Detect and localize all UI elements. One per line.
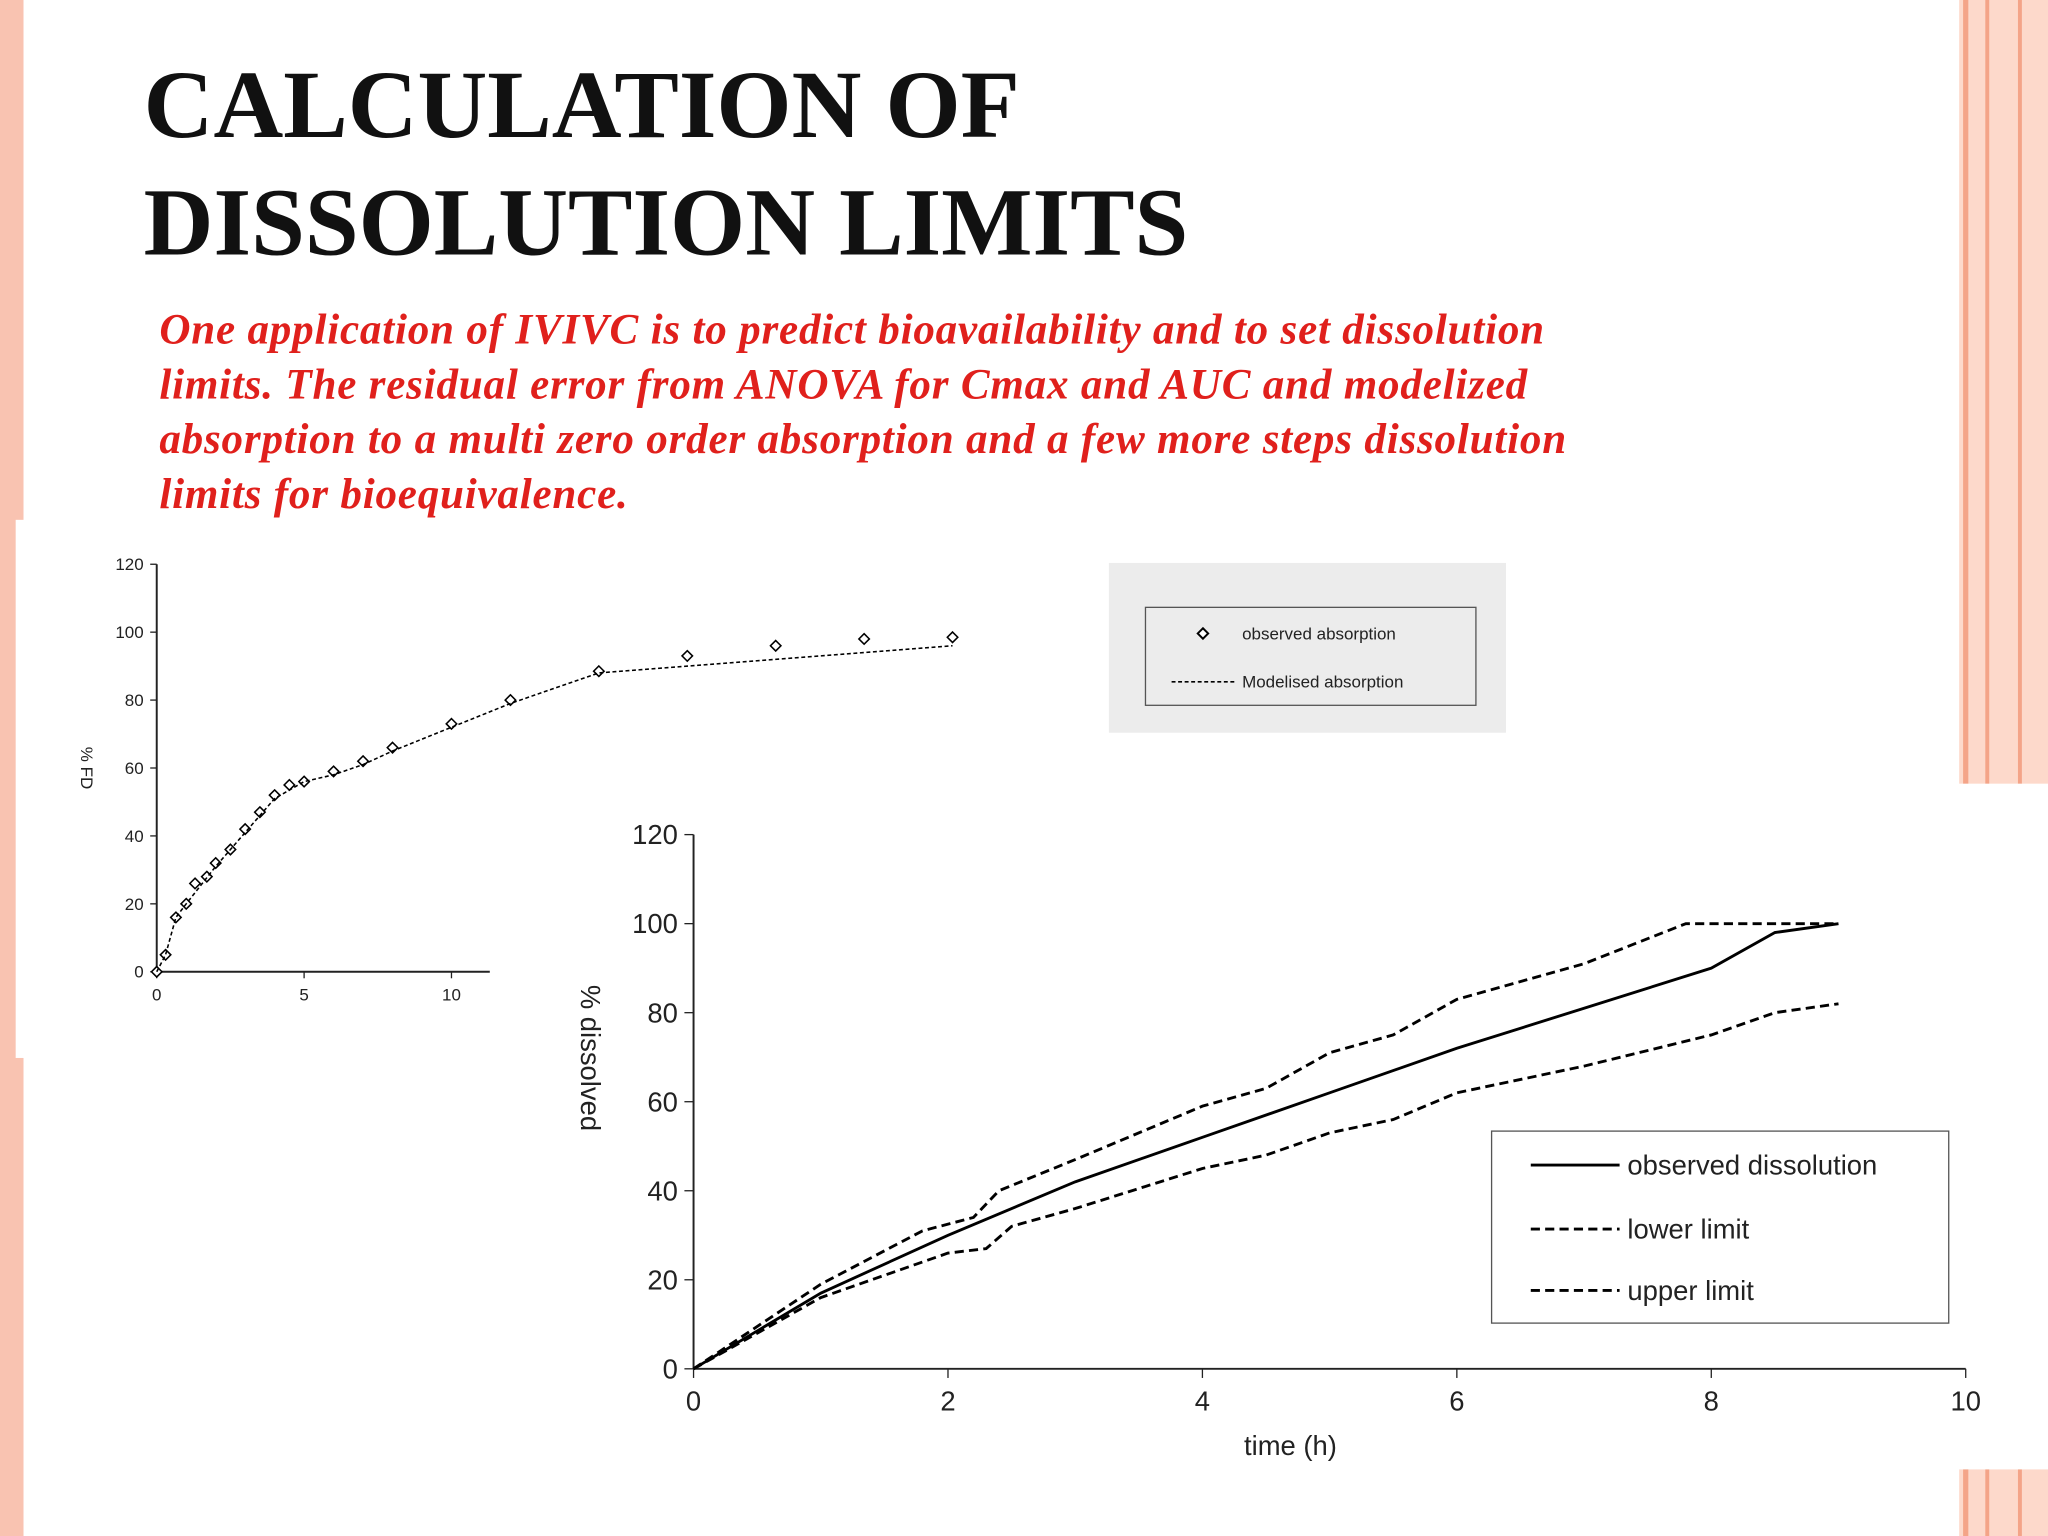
- data-point: [445, 717, 458, 731]
- legend-marker: [1196, 626, 1210, 641]
- data-point: [159, 948, 172, 962]
- y-tick-label: 40: [125, 827, 144, 846]
- x-axis-label: time (h): [1244, 1430, 1337, 1461]
- data-point: [209, 856, 223, 870]
- legend-bg: [1108, 562, 1506, 733]
- x-tick-label: 10: [442, 985, 461, 1004]
- legend-box: [1144, 606, 1477, 706]
- data-point: [769, 639, 783, 653]
- left-stripe: [0, 0, 24, 1536]
- right-stripe: [2017, 0, 2022, 1536]
- y-tick-label: 40: [647, 1175, 677, 1206]
- chart-bg: [548, 783, 2048, 1470]
- data-point: [327, 765, 340, 778]
- x-tick-label: 0: [686, 1386, 701, 1417]
- y-tick-label: 120: [115, 555, 143, 574]
- right-stripe: [1985, 0, 1990, 1536]
- data-point: [268, 788, 281, 802]
- y-tick-label: 120: [632, 819, 678, 850]
- series-line: [156, 644, 953, 973]
- x-tick-label: 8: [1704, 1386, 1719, 1417]
- legend-label: lower limit: [1627, 1214, 1749, 1245]
- x-tick-label: 2: [940, 1386, 955, 1417]
- x-tick-label: 0: [152, 985, 161, 1004]
- y-tick-label: 100: [632, 908, 678, 939]
- body-text: absorption to a multi zero order absorpt…: [159, 416, 1567, 463]
- x-tick-label: 5: [299, 985, 308, 1004]
- title: DISSOLUTION LIMITS: [144, 169, 1189, 276]
- legend-label: upper limit: [1627, 1275, 1754, 1306]
- data-point: [356, 754, 370, 768]
- y-tick-label: 80: [647, 997, 677, 1028]
- y-tick-label: 100: [115, 623, 143, 642]
- data-point: [946, 630, 959, 644]
- y-tick-label: 20: [647, 1264, 677, 1295]
- series-line: [692, 922, 1839, 1371]
- data-point: [297, 775, 311, 788]
- title: CALCULATION OF: [144, 51, 1020, 158]
- legend-label: Modelised absorption: [1242, 673, 1403, 692]
- x-tick-label: 10: [1950, 1386, 1980, 1417]
- data-point: [857, 632, 871, 646]
- x-tick-label: 4: [1195, 1386, 1210, 1417]
- y-axis-label: % FD: [77, 747, 96, 789]
- data-point: [200, 870, 214, 884]
- y-axis-label: % dissolved: [575, 985, 606, 1131]
- series-line: [692, 922, 1839, 1371]
- body-text: limits. The residual error from ANOVA fo…: [159, 361, 1528, 408]
- y-tick-label: 60: [647, 1086, 677, 1117]
- y-tick-label: 20: [125, 895, 144, 914]
- data-point: [386, 741, 399, 754]
- legend-label: observed absorption: [1242, 624, 1396, 643]
- y-tick-label: 60: [125, 759, 144, 778]
- right-stripe: [1963, 0, 1969, 1536]
- data-point: [188, 877, 202, 890]
- legend-label: observed dissolution: [1627, 1150, 1877, 1181]
- y-tick-label: 80: [125, 691, 144, 710]
- body-text: One application of IVIVC is to predict b…: [159, 307, 1545, 354]
- body-text: limits for bioequivalence.: [159, 471, 628, 518]
- y-tick-label: 0: [663, 1353, 678, 1384]
- y-tick-label: 0: [134, 963, 143, 982]
- x-tick-label: 6: [1449, 1386, 1464, 1417]
- series-line: [692, 1002, 1839, 1371]
- data-point: [680, 649, 694, 663]
